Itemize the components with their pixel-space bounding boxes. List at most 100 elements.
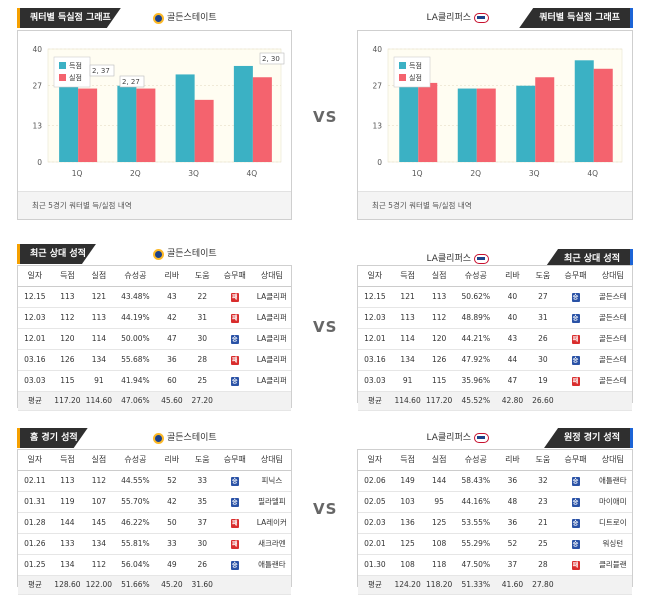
cell-opponent: 피닉스 xyxy=(252,470,291,492)
cell-points: 119 xyxy=(51,491,84,513)
away-right-header: LA클리퍼스 원정 경기 성적 xyxy=(357,428,633,448)
cell-points: 126 xyxy=(51,349,84,371)
table-header-row: 일자 득점 실점 슈성공 리바 도움 승무패 상대팀 xyxy=(18,450,291,471)
x-tick-label: 1Q xyxy=(412,169,423,178)
away-right-table-panel: 일자 득점 실점 슈성공 리바 도움 승무패 상대팀 02.06 149 144 58.43%… xyxy=(357,449,633,595)
cell-date: 02.11 xyxy=(18,470,52,492)
cell-result: 승 xyxy=(216,491,253,513)
cell-assists: 31 xyxy=(528,307,558,329)
column-header: 상대팀 xyxy=(252,450,291,471)
table-row: 02.03 136 125 53.55% 36 21 승 디트로이 xyxy=(358,512,632,534)
column-header: 도움 xyxy=(187,450,217,471)
column-header: 실점 xyxy=(423,266,455,287)
table-row: 12.03 112 113 44.19% 42 31 패 LA클리퍼 xyxy=(18,307,291,329)
cell-result: 승 xyxy=(557,349,594,371)
column-header: 리바 xyxy=(156,450,188,471)
result-badge: 승 xyxy=(571,539,580,549)
cell-fg: 41.94% xyxy=(114,370,157,392)
table-row: 01.26 133 134 55.81% 33 30 패 새크라멘 xyxy=(18,533,291,555)
average-row: 평균 117.20 114.60 47.06% 45.60 27.20 xyxy=(18,391,291,411)
cell-result: 승 xyxy=(557,533,594,555)
cell-assists: 19 xyxy=(528,370,558,392)
avg-fg: 45.52% xyxy=(454,391,497,411)
cell-points: 134 xyxy=(391,349,424,371)
cell-assists: 23 xyxy=(528,491,558,513)
vs-label-3: VS xyxy=(313,500,338,518)
avg-rebounds: 45.60 xyxy=(156,391,188,411)
team-name: LA클리퍼스 xyxy=(426,13,472,23)
cell-points: 121 xyxy=(391,286,424,308)
result-badge: 패 xyxy=(230,355,239,365)
annotation-box xyxy=(89,64,115,77)
cell-opponent: 필라델피 xyxy=(252,491,291,513)
cell-assists: 21 xyxy=(528,512,558,534)
cell-rebounds: 60 xyxy=(156,370,188,392)
table-row: 02.06 149 144 58.43% 36 32 승 애틀랜타 xyxy=(358,470,632,492)
avg-assists: 27.80 xyxy=(528,575,558,595)
result-badge: 패 xyxy=(571,560,580,570)
cell-rebounds: 36 xyxy=(156,349,188,371)
chart-left-title: 쿼터별 득실점 그래프 xyxy=(17,8,121,28)
chart-right-header: LA클리퍼스 쿼터별 득실점 그래프 xyxy=(357,8,633,28)
cell-fg: 55.81% xyxy=(114,533,157,555)
home-left-table-panel: 일자 득점 실점 슈성공 리바 도움 승무패 상대팀 02.11 113 112 44.55%… xyxy=(17,449,292,595)
cell-fg: 44.16% xyxy=(454,491,497,513)
cell-opp-points: 120 xyxy=(423,328,455,350)
cell-opp-points: 91 xyxy=(83,370,115,392)
bar-allowed xyxy=(252,77,272,162)
cell-fg: 50.00% xyxy=(114,328,157,350)
cell-opp-points: 125 xyxy=(423,512,455,534)
avg-points: 117.20 xyxy=(51,391,84,411)
cell-opponent: 골든스테 xyxy=(593,307,632,329)
legend-label: 득점 xyxy=(409,62,422,70)
cell-points: 115 xyxy=(51,370,84,392)
cell-opponent: 골든스테 xyxy=(593,349,632,371)
cell-points: 144 xyxy=(51,512,84,534)
cell-opponent: 골든스테 xyxy=(593,370,632,392)
cell-result: 패 xyxy=(216,349,253,371)
column-header: 도움 xyxy=(187,266,217,287)
cell-points: 125 xyxy=(391,533,424,555)
cell-rebounds: 50 xyxy=(156,512,188,534)
cell-assists: 30 xyxy=(528,349,558,371)
cell-fg: 55.29% xyxy=(454,533,497,555)
annotation-label: 2, 27 xyxy=(122,78,140,86)
cell-date: 12.03 xyxy=(18,307,52,329)
result-badge: 승 xyxy=(230,476,239,486)
cell-opp-points: 144 xyxy=(423,470,455,492)
result-badge: 승 xyxy=(571,497,580,507)
cell-points: 134 xyxy=(51,554,84,576)
result-badge: 승 xyxy=(230,376,239,386)
avg-points: 128.60 xyxy=(51,575,84,595)
cell-opp-points: 107 xyxy=(83,491,115,513)
cell-date: 03.03 xyxy=(358,370,392,392)
avg-label: 평균 xyxy=(18,575,52,595)
annotation-label: 2, 37 xyxy=(92,67,110,75)
warriors-logo-icon xyxy=(153,432,164,444)
table-header-row: 일자 득점 실점 슈성공 리바 도움 승무패 상대팀 xyxy=(18,266,291,287)
cell-date: 12.01 xyxy=(18,328,52,350)
cell-points: 113 xyxy=(51,286,84,308)
cell-result: 패 xyxy=(216,307,253,329)
result-badge: 패 xyxy=(230,518,239,528)
clippers-logo-icon xyxy=(474,13,489,23)
cell-result: 패 xyxy=(216,286,253,308)
chart-left-header: 쿼터별 득실점 그래프 골든스테이트 xyxy=(17,8,297,28)
avg-opp-points: 118.20 xyxy=(423,575,455,595)
table-row: 03.16 126 134 55.68% 36 28 패 LA클리퍼 xyxy=(18,349,291,371)
column-header: 승무패 xyxy=(557,450,594,471)
home-left-table: 일자 득점 실점 슈성공 리바 도움 승무패 상대팀 02.11 113 112 44.55%… xyxy=(18,450,291,595)
table-row: 02.05 103 95 44.16% 48 23 승 마이애미 xyxy=(358,491,632,513)
legend-label: 실점 xyxy=(69,73,82,82)
legend-swatch xyxy=(59,62,66,69)
column-header: 실점 xyxy=(83,266,115,287)
cell-opp-points: 145 xyxy=(83,512,115,534)
cell-opp-points: 113 xyxy=(83,307,115,329)
result-badge: 패 xyxy=(571,376,580,386)
result-badge: 승 xyxy=(230,560,239,570)
cell-date: 03.16 xyxy=(358,349,392,371)
cell-opponent: LA클리퍼 xyxy=(252,349,291,371)
column-header: 상대팀 xyxy=(252,266,291,287)
y-tick-label: 27 xyxy=(32,82,42,91)
cell-result: 승 xyxy=(557,491,594,513)
